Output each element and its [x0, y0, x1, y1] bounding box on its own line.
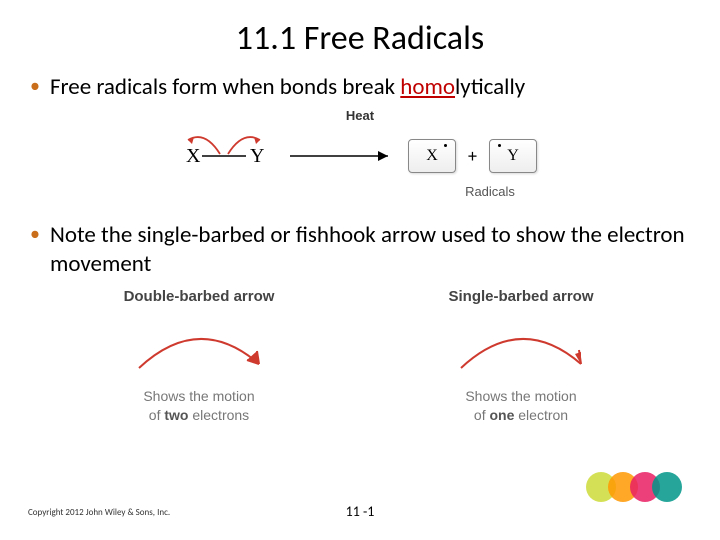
caption-line1: Shows the motion [143, 388, 254, 404]
single-barbed-title: Single-barbed arrow [371, 288, 671, 305]
bullet-1: • Free radicals form when bonds break ho… [30, 73, 692, 102]
single-barbed-column: Single-barbed arrow Shows the motion of … [371, 288, 671, 425]
caption-bold: two [164, 407, 188, 423]
double-barbed-arrow-icon [119, 318, 279, 378]
bullet-2-text: Note the single-barbed or fishhook arrow… [50, 221, 692, 279]
caption-mid: of [149, 407, 165, 423]
double-barbed-caption: Shows the motion of two electrons [49, 387, 349, 425]
product-x-label: X [426, 147, 438, 165]
radical-dot-icon [498, 144, 501, 147]
caption-mid: of [474, 407, 490, 423]
page-number: 11 -1 [346, 503, 375, 520]
caption-post: electron [514, 407, 568, 423]
radical-dot-icon [444, 144, 447, 147]
publisher-logo-icon [586, 464, 706, 510]
caption-line1: Shows the motion [465, 388, 576, 404]
single-barbed-caption: Shows the motion of one electron [371, 387, 671, 425]
product-y-label: Y [507, 147, 519, 165]
arrow-comparison: Double-barbed arrow Shows the motion of … [28, 288, 692, 425]
reactant-x: X [186, 145, 201, 167]
product-y-box: Y [489, 139, 537, 173]
bullet-1-text: Free radicals form when bonds break homo… [50, 73, 525, 102]
caption-bold: one [489, 407, 514, 423]
slide-title: 11.1 Free Radicals [28, 18, 692, 59]
bullet-1-highlight: homo [400, 73, 455, 101]
heat-label: Heat [346, 108, 374, 123]
double-barbed-column: Double-barbed arrow Shows the motion of … [49, 288, 349, 425]
bullet-1-post: lytically [455, 73, 525, 101]
product-x-box: X [408, 139, 456, 173]
copyright-text: Copyright 2012 John Wiley & Sons, Inc. [28, 507, 170, 518]
plus-sign: + [468, 145, 477, 167]
reactant-y: Y [250, 145, 264, 167]
radicals-caption: Radicals [430, 184, 550, 199]
homolysis-diagram: Heat X Y X [28, 112, 692, 197]
double-barbed-title: Double-barbed arrow [49, 288, 349, 305]
single-barbed-arrow-icon [441, 318, 601, 378]
bullet-dot-icon: • [30, 221, 40, 248]
bullet-dot-icon: • [30, 73, 40, 100]
bullet-1-pre: Free radicals form when bonds break [50, 73, 400, 101]
caption-post: electrons [188, 407, 249, 423]
bullet-2: • Note the single-barbed or fishhook arr… [30, 221, 692, 279]
